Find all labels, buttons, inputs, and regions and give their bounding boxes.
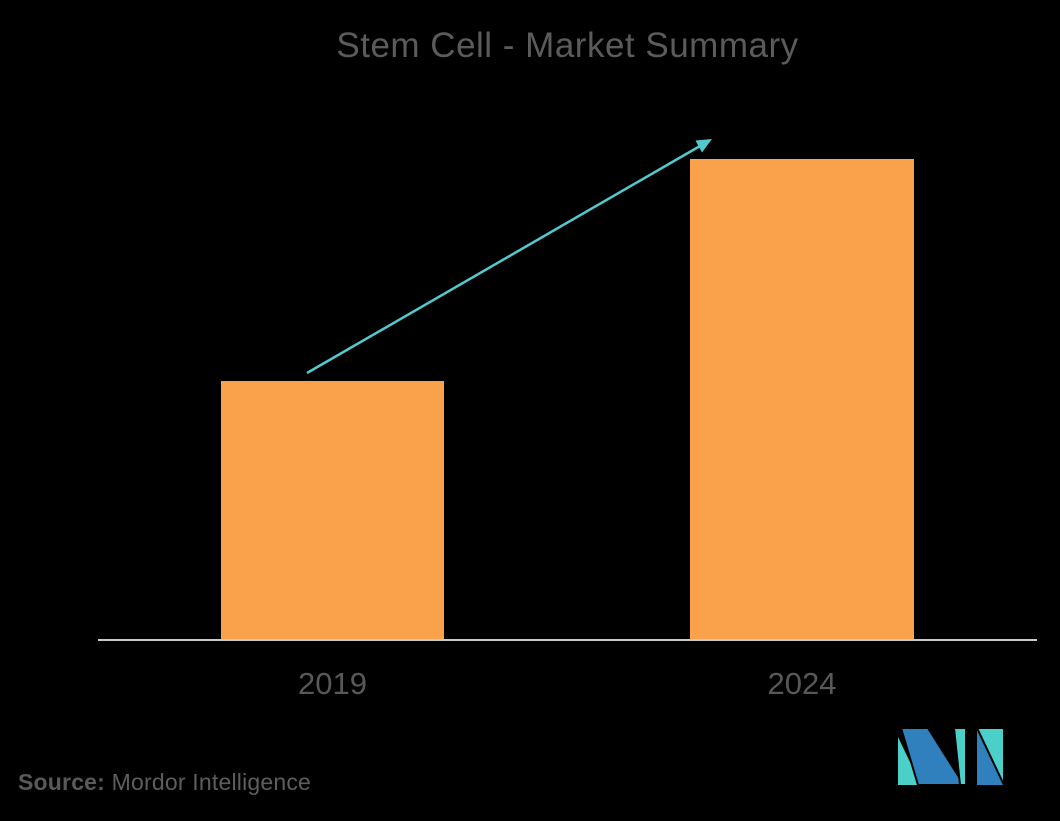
- chart-title: Stem Cell - Market Summary: [336, 26, 799, 65]
- x-axis-line: [98, 639, 1037, 641]
- bar-2019: [221, 381, 444, 640]
- trend-arrow-line: [306, 144, 701, 375]
- mordor-intelligence-logo: [898, 728, 1005, 785]
- x-tick-label-2019: 2019: [298, 666, 367, 701]
- trend-arrow-head: [695, 139, 712, 153]
- source-label: Source:: [18, 769, 106, 795]
- source-note: Source: Mordor Intelligence: [18, 769, 311, 796]
- x-tick-label-2024: 2024: [767, 666, 837, 701]
- source-text: Mordor Intelligence: [111, 769, 312, 795]
- logo-m-right-shape: [952, 728, 967, 785]
- logo-i-teal-shape: [975, 728, 1005, 785]
- logo-m-middle-shape: [899, 728, 966, 785]
- bar-2024: [690, 159, 914, 640]
